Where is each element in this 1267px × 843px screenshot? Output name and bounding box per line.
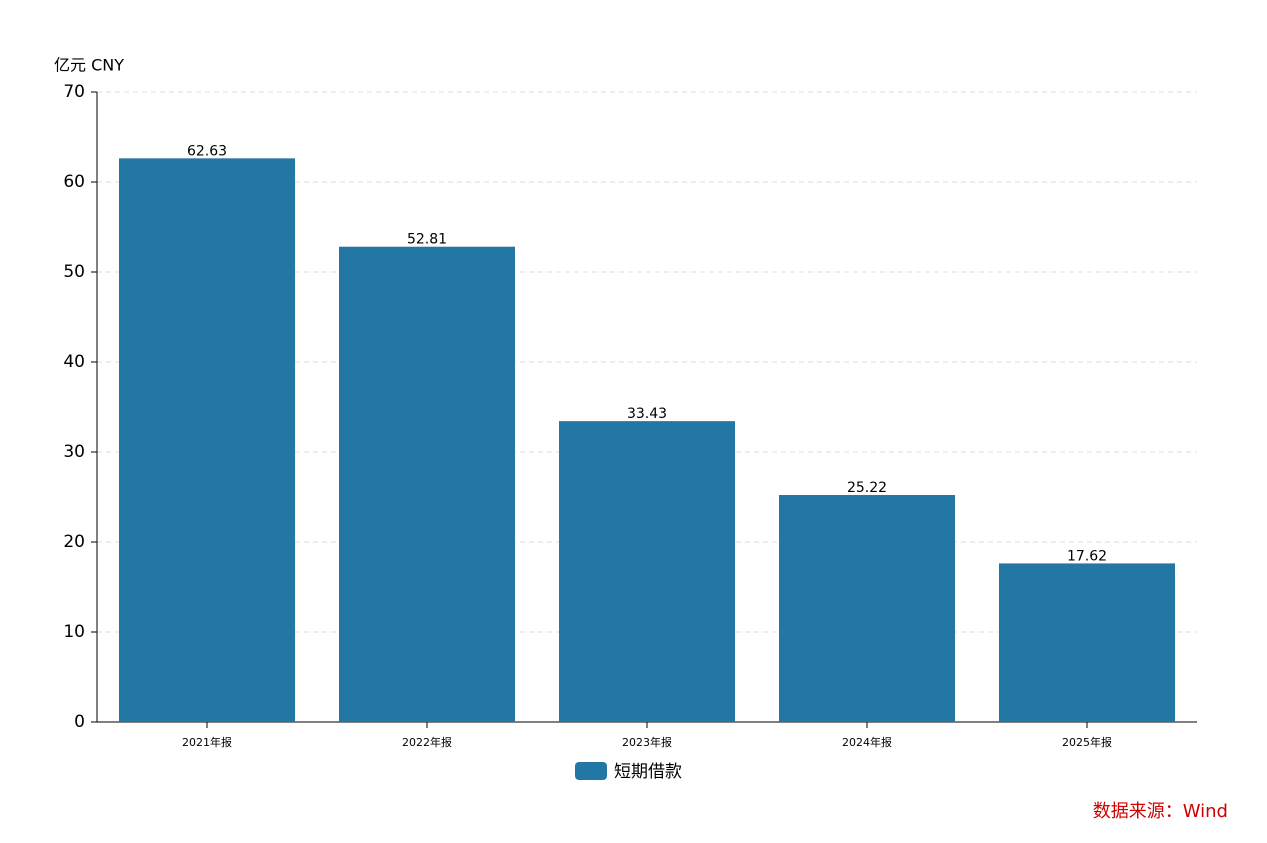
source-note: 数据来源：Wind xyxy=(1093,801,1228,822)
x-tick-label: 2021年报 xyxy=(182,735,232,749)
legend-label: 短期借款 xyxy=(614,762,682,782)
legend-swatch xyxy=(575,762,607,780)
y-tick-label: 40 xyxy=(63,352,85,372)
y-tick-label: 10 xyxy=(63,622,85,642)
value-label: 52.81 xyxy=(407,232,447,248)
bar xyxy=(119,158,295,722)
value-label: 17.62 xyxy=(1067,548,1107,564)
value-label: 62.63 xyxy=(187,143,227,159)
value-label: 25.22 xyxy=(847,480,887,496)
y-tick-label: 60 xyxy=(63,172,85,192)
y-tick-label: 20 xyxy=(63,532,85,552)
x-tick-label: 2024年报 xyxy=(842,735,892,749)
x-tick-label: 2022年报 xyxy=(402,735,452,749)
y-tick-label: 0 xyxy=(74,712,85,732)
bar xyxy=(559,421,735,722)
bar xyxy=(339,246,515,722)
value-label: 33.43 xyxy=(627,406,667,422)
bar xyxy=(779,495,955,722)
bar xyxy=(999,563,1175,722)
y-tick-label: 70 xyxy=(63,82,85,102)
x-tick-label: 2025年报 xyxy=(1062,735,1112,749)
y-tick-label: 30 xyxy=(63,442,85,462)
y-tick-label: 50 xyxy=(63,262,85,282)
x-tick-label: 2023年报 xyxy=(622,735,672,749)
y-axis-label: 亿元 CNY xyxy=(54,56,124,75)
